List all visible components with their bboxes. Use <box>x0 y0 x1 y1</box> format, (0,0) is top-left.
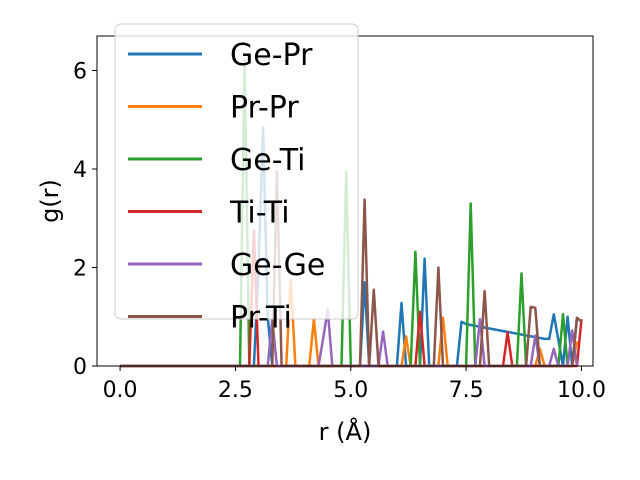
series-line-pr-pr <box>120 278 579 368</box>
x-axis-label: r (Å) <box>319 417 372 446</box>
y-tick-label: 4 <box>73 158 87 183</box>
legend-box <box>114 23 359 320</box>
legend-label-pr-pr: Pr-Pr <box>230 91 299 126</box>
legend: Ge-Pr Pr-Pr Ge-Ti Ti-Ti Ge-Ge Pr-Ti <box>114 23 359 336</box>
legend-label-ge-pr: Ge-Pr <box>230 38 313 73</box>
x-tick-label: 2.5 <box>218 378 253 403</box>
y-axis-label: g(r) <box>36 179 64 223</box>
x-axis: 0.0 2.5 5.0 7.5 10.0 <box>103 366 606 403</box>
x-tick-label: 10.0 <box>557 378 606 403</box>
y-tick-label: 2 <box>73 256 87 281</box>
x-tick-label: 0.0 <box>103 378 138 403</box>
y-axis: 0 2 4 6 <box>73 59 97 380</box>
x-tick-label: 7.5 <box>449 378 484 403</box>
legend-label-ge-ti: Ge-Ti <box>230 143 306 178</box>
legend-label-pr-ti: Pr-Ti <box>230 301 292 336</box>
legend-label-ti-ti: Ti-Ti <box>229 196 290 231</box>
x-tick-label: 5.0 <box>333 378 368 403</box>
y-tick-label: 6 <box>73 59 87 84</box>
legend-label-ge-ge: Ge-Ge <box>230 248 325 283</box>
y-tick-label: 0 <box>73 355 87 380</box>
